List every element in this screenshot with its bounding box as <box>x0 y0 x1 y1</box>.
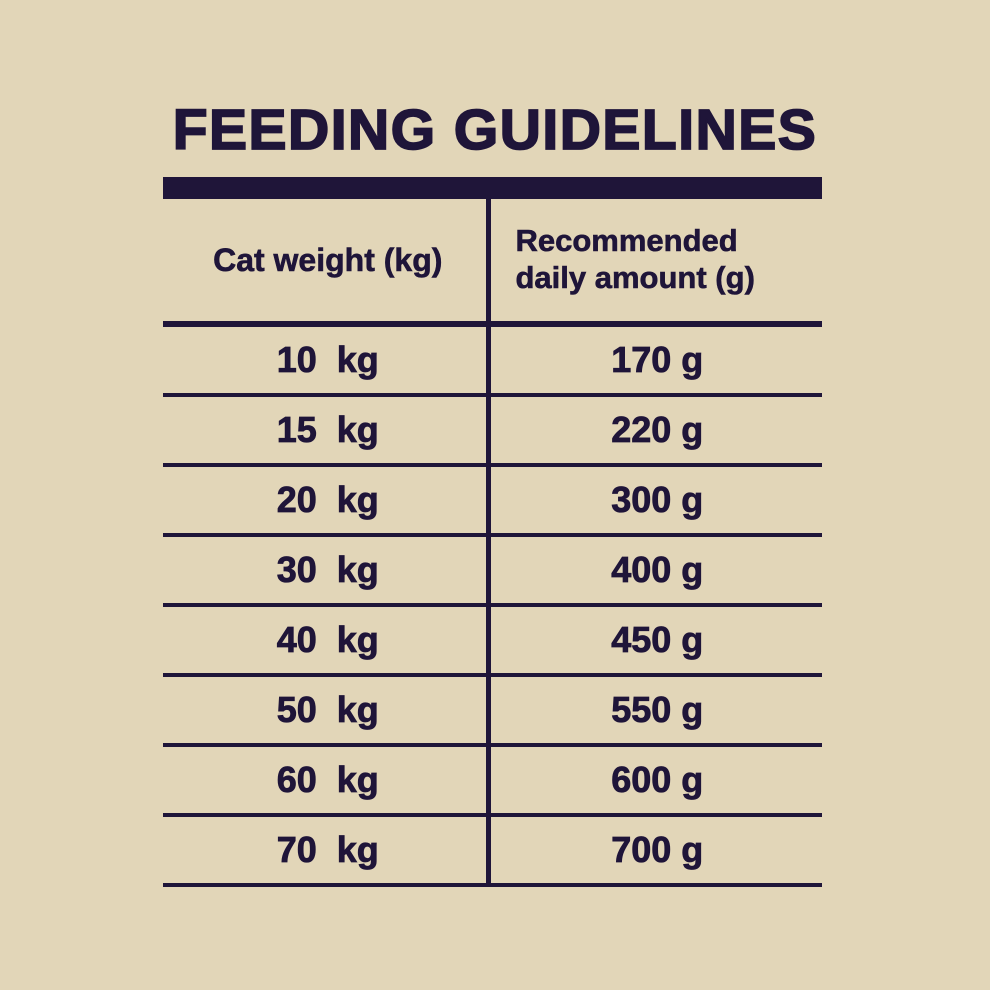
table-row: 30 kg 400 g <box>163 537 822 607</box>
amount-cell: 400 g <box>611 549 704 591</box>
amount-cell: 220 g <box>611 409 704 451</box>
weight-cell: 50 kg <box>276 689 379 731</box>
weight-cell: 15 kg <box>276 409 379 451</box>
header-cat-weight: Cat weight (kg) <box>213 241 443 278</box>
page-title: FEEDING GUIDELINES <box>172 97 818 163</box>
amount-cell: 300 g <box>611 479 704 521</box>
table-row: 10 kg 170 g <box>163 327 822 397</box>
amount-cell: 700 g <box>611 829 704 871</box>
table-row: 40 kg 450 g <box>163 607 822 677</box>
weight-cell: 60 kg <box>276 759 379 801</box>
weight-cell: 30 kg <box>276 549 379 591</box>
table-row: 70 kg 700 g <box>163 817 822 887</box>
title-underline-bar <box>163 177 822 199</box>
weight-cell: 20 kg <box>276 479 379 521</box>
table-row: 60 kg 600 g <box>163 747 822 817</box>
column-divider <box>486 199 491 887</box>
amount-cell: 600 g <box>611 759 704 801</box>
amount-cell: 550 g <box>611 689 704 731</box>
table-row: 20 kg 300 g <box>163 467 822 537</box>
header-daily-amount: Recommended daily amount (g) <box>515 223 755 295</box>
table-row: 15 kg 220 g <box>163 397 822 467</box>
amount-cell: 170 g <box>611 339 704 381</box>
table-header-row: Cat weight (kg) Recommended daily amount… <box>163 199 822 327</box>
weight-cell: 70 kg <box>276 829 379 871</box>
weight-cell: 10 kg <box>276 339 379 381</box>
amount-cell: 450 g <box>611 619 704 661</box>
weight-cell: 40 kg <box>276 619 379 661</box>
feeding-table: Cat weight (kg) Recommended daily amount… <box>163 199 822 887</box>
table-row: 50 kg 550 g <box>163 677 822 747</box>
